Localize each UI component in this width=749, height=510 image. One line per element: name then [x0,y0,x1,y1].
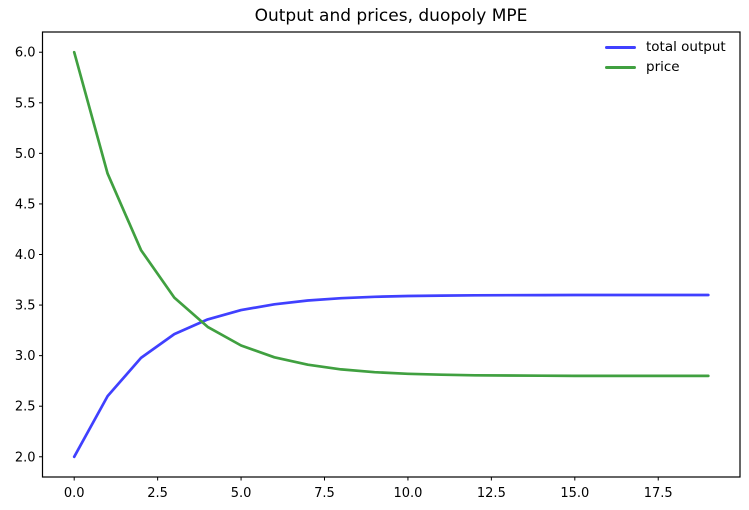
y-tick-label: 5.5 [15,96,36,111]
total-output-line-swatch [605,45,636,49]
y-tick-label: 2.5 [15,400,36,415]
y-tick-label: 6.0 [15,46,36,61]
y-tick-label: 3.0 [15,349,36,364]
x-tick-label: 0.0 [64,486,85,501]
y-tick-label: 4.5 [15,197,36,212]
series-line-price [72,50,710,378]
x-tick-label: 17.5 [644,486,673,501]
chart-title: Output and prices, duopoly MPE [254,6,528,26]
x-tick-label: 10.0 [393,486,422,501]
y-tick-label: 3.5 [15,299,36,314]
x-tick-label: 5.0 [231,486,252,501]
legend-item-total-output: total output [605,37,726,57]
y-tick-label: 2.0 [15,450,36,465]
series-line-total-output [72,293,710,459]
price-line-swatch [605,65,636,69]
x-tick-label: 12.5 [477,486,506,501]
y-tick-label: 4.0 [15,248,36,263]
legend: total output price [605,37,726,77]
x-tick-label: 7.5 [314,486,335,501]
y-tick-label: 5.0 [15,147,36,162]
x-tick-label: 2.5 [147,486,168,501]
axes-frame [41,31,741,478]
legend-item-price: price [605,57,726,77]
x-tick-label: 15.0 [560,486,589,501]
legend-label-price: price [646,59,680,75]
legend-label-total-output: total output [646,39,726,55]
